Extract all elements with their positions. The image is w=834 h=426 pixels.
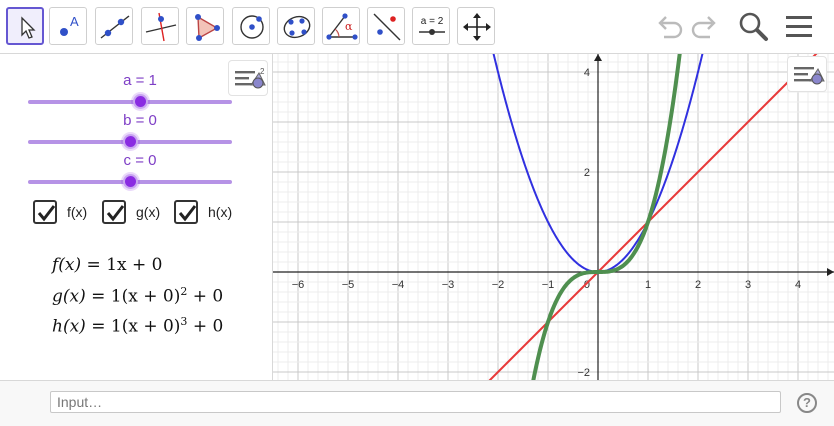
point-icon: A: [60, 14, 79, 36]
graph-f: [488, 54, 818, 380]
search-icon[interactable]: [736, 9, 770, 43]
point-tool-button[interactable]: A: [49, 7, 87, 45]
checkbox-f[interactable]: [33, 200, 57, 224]
toolbar: A: [0, 0, 834, 54]
reflect-tool-button[interactable]: [367, 7, 405, 45]
formula-h[interactable]: h(x) = 1(x + 0)3 + 0: [52, 315, 224, 337]
x-tick-label: 1: [645, 279, 651, 291]
help-button[interactable]: ?: [797, 393, 817, 413]
stylebar-icon: 2: [235, 67, 266, 89]
circle-center-point-tool-button[interactable]: [232, 7, 270, 45]
y-tick-label: 4: [584, 67, 590, 79]
stylebar-icon: [794, 67, 825, 85]
svg-text:A: A: [70, 14, 79, 29]
slider-icon: a = 2: [419, 16, 445, 35]
checkmark-icon: [37, 205, 56, 222]
x-tick-label: −4: [392, 279, 405, 291]
circle-icon: [240, 15, 264, 39]
formula-f[interactable]: f(x) = 1x + 0: [52, 255, 163, 275]
checkmark-icon: [106, 205, 125, 222]
slider-a-knob[interactable]: [133, 94, 148, 109]
checkmark-icon: [178, 205, 197, 222]
y-tick-label: 2: [584, 167, 590, 179]
angle-tool-button[interactable]: α: [322, 7, 360, 45]
checkbox-g[interactable]: [102, 200, 126, 224]
y-tick-label: −2: [577, 367, 590, 379]
polygon-tool-button[interactable]: [186, 7, 224, 45]
x-tick-label: 3: [745, 279, 751, 291]
polygon-icon: [195, 14, 220, 41]
algebra-stylebar-toggle[interactable]: 2: [228, 60, 268, 96]
menu-icon[interactable]: [783, 9, 817, 43]
input-field[interactable]: [50, 391, 781, 413]
svg-text:2: 2: [260, 67, 265, 76]
svg-text:a = 2: a = 2: [421, 16, 444, 27]
slider-tool-button[interactable]: a = 2: [412, 7, 450, 45]
move-graphics-view-tool-button[interactable]: [457, 7, 495, 45]
graph-h: [531, 54, 682, 380]
algebra-view: 2 a = 1 b = 0 c = 0 f(x) g(x) h(x) f(x) …: [0, 54, 273, 380]
conic-icon: [283, 15, 311, 39]
x-tick-label: 2: [695, 279, 701, 291]
origin-label: 0: [584, 279, 590, 291]
graphics-stylebar-toggle[interactable]: [787, 56, 827, 92]
conic-tool-button[interactable]: [277, 7, 315, 45]
perpendicular-line-icon: [145, 12, 177, 42]
redo-icon[interactable]: [688, 9, 722, 43]
perpendicular-line-tool-button[interactable]: [141, 7, 179, 45]
angle-icon: α: [326, 13, 358, 40]
slider-c-label: c = 0: [123, 152, 157, 169]
x-tick-label: −1: [542, 279, 555, 291]
input-bar: ?: [0, 380, 834, 426]
slider-a-label: a = 1: [123, 72, 157, 89]
cursor-arrow-icon: [21, 16, 36, 39]
x-tick-label: 4: [795, 279, 801, 291]
undo-icon[interactable]: [652, 9, 686, 43]
checkbox-f-label: f(x): [67, 204, 88, 220]
move-tool-button[interactable]: [6, 7, 44, 45]
checkbox-h-label: h(x): [208, 204, 233, 220]
checkbox-h[interactable]: [174, 200, 198, 224]
move-arrows-icon: [463, 13, 491, 41]
y-axis-arrow: [594, 54, 602, 61]
x-tick-label: −2: [492, 279, 505, 291]
x-tick-label: −5: [342, 279, 355, 291]
line-through-points-icon: [100, 15, 130, 39]
svg-text:α: α: [345, 20, 353, 33]
checkbox-g-label: g(x): [136, 204, 161, 220]
x-tick-label: −6: [292, 279, 305, 291]
reflect-about-line-icon: [373, 13, 401, 41]
formula-g[interactable]: g(x) = 1(x + 0)2 + 0: [52, 285, 224, 307]
slider-c-knob[interactable]: [123, 174, 138, 189]
x-tick-label: −3: [442, 279, 455, 291]
slider-b-label: b = 0: [123, 112, 157, 129]
slider-b-knob[interactable]: [123, 134, 138, 149]
slider-a-track[interactable]: [28, 100, 232, 104]
x-axis-arrow: [827, 268, 834, 276]
line-tool-button[interactable]: [95, 7, 133, 45]
